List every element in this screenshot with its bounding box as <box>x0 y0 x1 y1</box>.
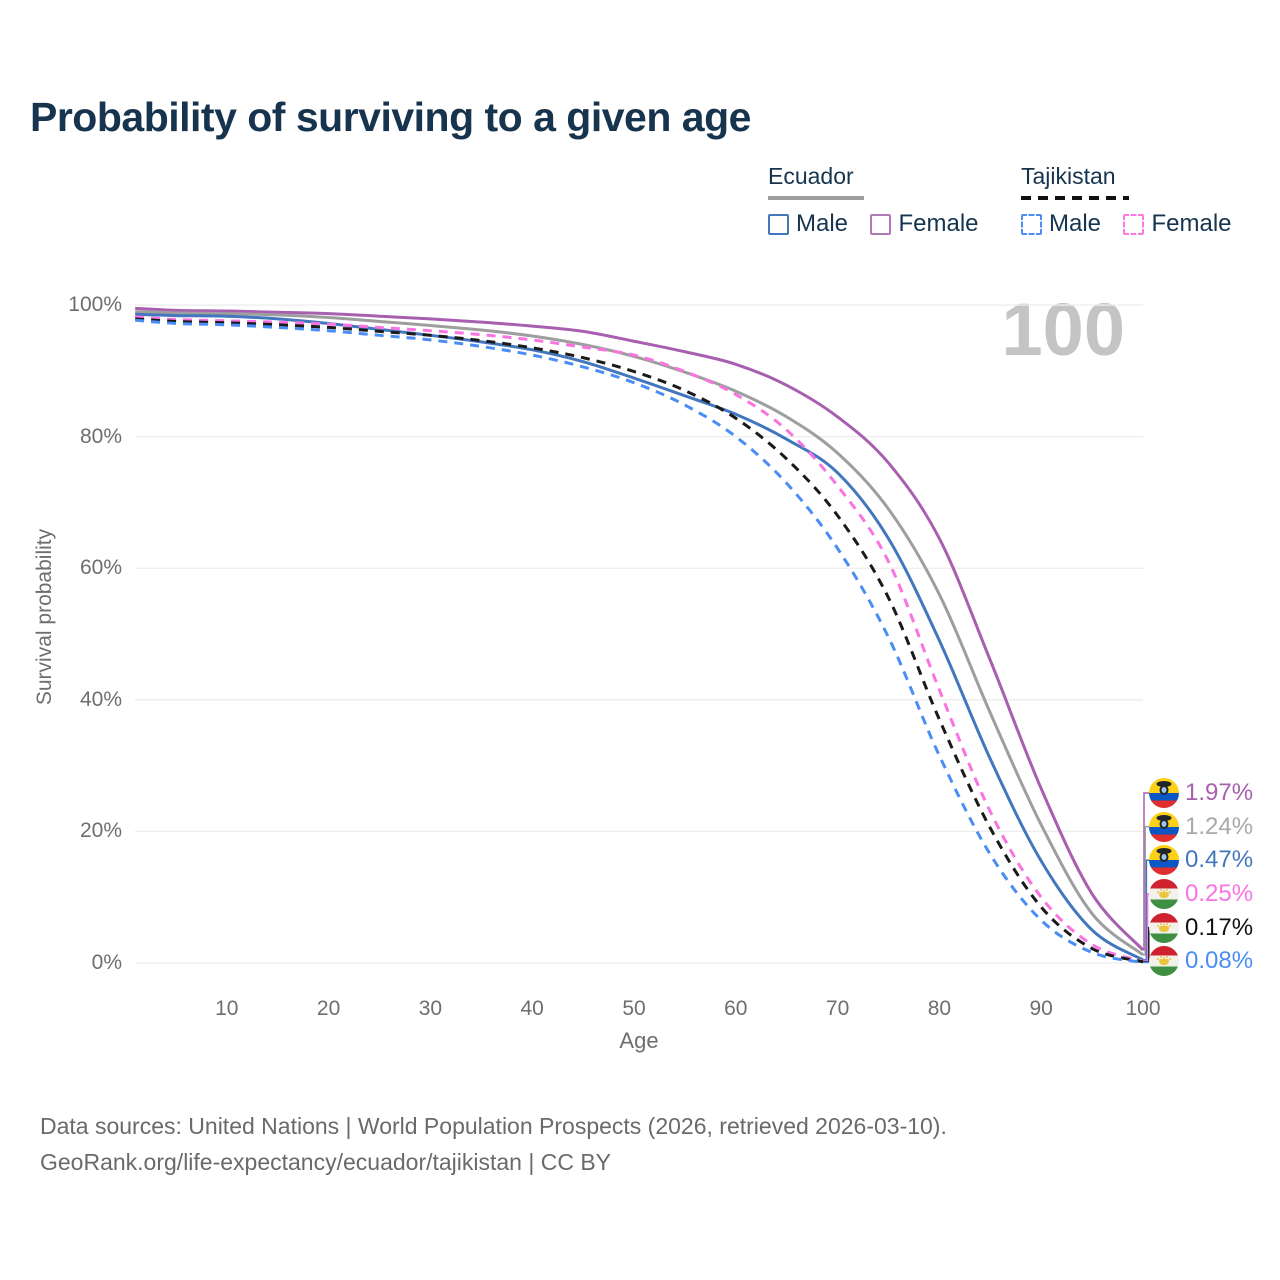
survival-curve-tajikistan-both-sexes[interactable] <box>135 317 1144 964</box>
series-end-label: 0.17% <box>1149 912 1254 943</box>
x-axis-title: Age <box>619 1028 659 1053</box>
survival-curve-tajikistan-female[interactable] <box>135 315 1144 963</box>
legend-toggle-tajikistan-male[interactable]: Male <box>1021 210 1101 238</box>
legend-toggle-tajikistan-female[interactable]: Female <box>1123 210 1232 238</box>
y-tick-label: 20% <box>79 819 122 843</box>
page-title: Probability of surviving to a given age <box>30 94 751 140</box>
end-value-label: 0.47% <box>1185 846 1254 874</box>
legend-label-male: Male <box>796 210 849 237</box>
series-end-label: 0.25% <box>1149 878 1254 909</box>
country-flag-icon <box>1149 946 1179 977</box>
tajikistan-line-swatch <box>1021 196 1129 200</box>
series-end-label: 1.97% <box>1149 778 1253 808</box>
survival-curve-ecuador-female[interactable] <box>135 306 1145 952</box>
x-tick-label: 70 <box>825 997 850 1020</box>
tajikistan-male-checkbox-icon <box>1021 213 1042 235</box>
x-tick-label: 60 <box>724 997 748 1020</box>
data-sources-text: Data sources: United Nations | World Pop… <box>40 1113 947 1139</box>
x-tick-label: 10 <box>215 997 239 1020</box>
legend-label-male: Male <box>1049 210 1102 237</box>
x-tick-label: 40 <box>520 997 544 1020</box>
x-tick-label: 20 <box>316 997 341 1020</box>
survival-curve-tajikistan-male[interactable] <box>135 318 1144 964</box>
country-flag-icon <box>1149 811 1179 842</box>
country-flag-icon <box>1149 845 1179 876</box>
end-label-connector <box>1143 792 1151 951</box>
footer: Data sources: United Nations | World Pop… <box>40 1108 947 1180</box>
legend-country-ecuador[interactable]: Ecuador <box>768 163 854 189</box>
legend-group-ecuador: Ecuador Male Female <box>768 163 997 240</box>
legend-toggle-ecuador-female[interactable]: Female <box>870 210 979 238</box>
end-value-label: 1.24% <box>1185 812 1254 840</box>
y-tick-label: 60% <box>79 556 122 580</box>
legend-label-female: Female <box>898 210 979 237</box>
ecuador-female-checkbox-icon <box>870 213 892 235</box>
series-end-label: 0.08% <box>1149 946 1254 977</box>
series-end-label: 0.47% <box>1149 845 1254 876</box>
legend-label-female: Female <box>1151 210 1232 237</box>
end-value-label: 0.25% <box>1185 879 1254 907</box>
country-flag-icon <box>1149 778 1179 808</box>
y-tick-label: 0% <box>91 951 122 974</box>
ecuador-line-swatch <box>768 196 864 200</box>
ecuador-male-checkbox-icon <box>768 213 789 235</box>
x-tick-label: 80 <box>927 997 952 1020</box>
x-tick-label: 90 <box>1029 997 1053 1020</box>
y-tick-label: 80% <box>79 424 122 448</box>
attribution-text: GeoRank.org/life-expectancy/ecuador/taji… <box>40 1149 612 1175</box>
y-tick-label: 100% <box>68 293 122 317</box>
end-value-label: 0.17% <box>1185 913 1254 941</box>
series-end-label: 1.24% <box>1149 811 1254 842</box>
end-value-label: 0.08% <box>1185 947 1254 975</box>
x-tick-label: 50 <box>622 997 646 1020</box>
legend-group-tajikistan: Tajikistan Male Female <box>1021 163 1250 240</box>
legend-toggle-ecuador-male[interactable]: Male <box>768 210 848 238</box>
x-tick-label: 30 <box>418 997 443 1020</box>
tajikistan-female-checkbox-icon <box>1123 213 1145 235</box>
y-tick-label: 40% <box>79 687 122 711</box>
country-flag-icon <box>1149 912 1179 943</box>
end-value-label: 1.97% <box>1185 779 1254 806</box>
survival-curve-ecuador-male[interactable] <box>135 312 1144 962</box>
country-flag-icon <box>1149 878 1179 909</box>
survival-curve-ecuador-both-sexes[interactable] <box>135 310 1144 957</box>
x-tick-label: 100 <box>1125 997 1161 1020</box>
legend-country-tajikistan[interactable]: Tajikistan <box>1021 163 1116 189</box>
